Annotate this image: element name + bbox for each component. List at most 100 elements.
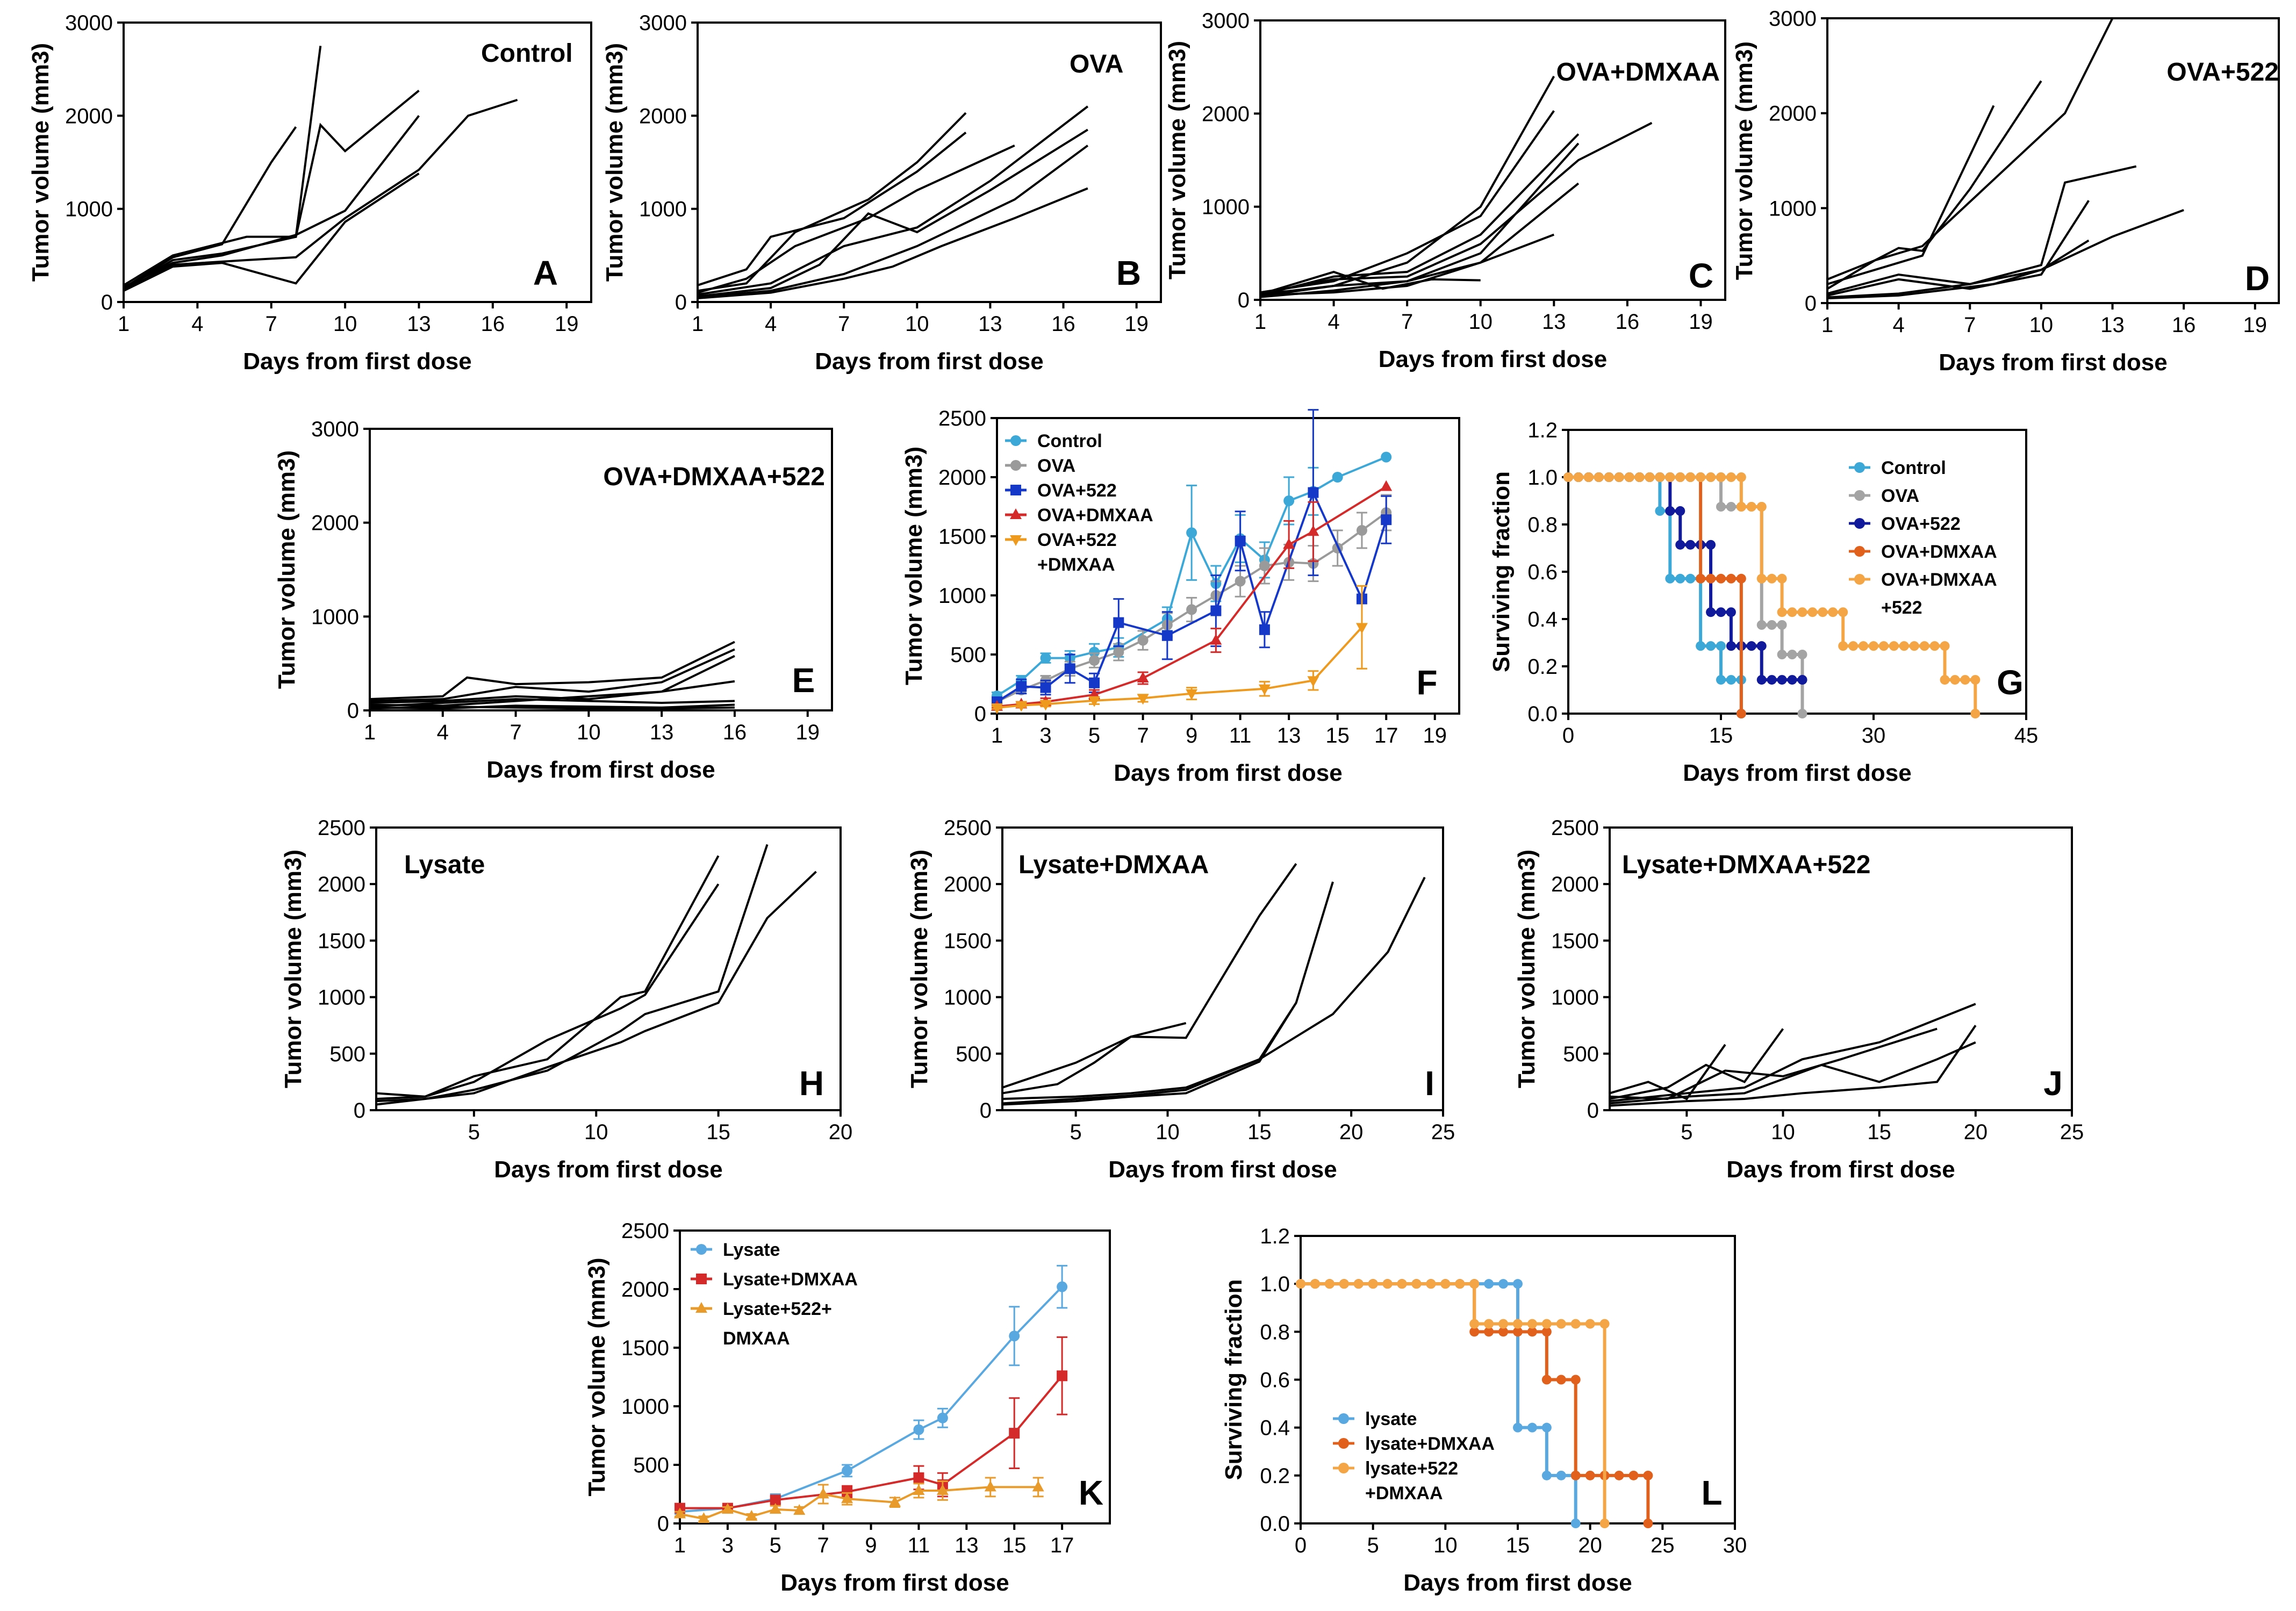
data-point	[1355, 623, 1368, 634]
x-tick-label: 7	[1137, 724, 1149, 747]
y-tick-label: 1.0	[1527, 466, 1558, 490]
legend-label: Control	[1881, 458, 1946, 478]
survival-marker	[1324, 1279, 1334, 1289]
survival-marker	[1736, 573, 1746, 584]
survival-marker	[1368, 1279, 1378, 1289]
legend-swatch-marker	[1338, 1413, 1349, 1424]
x-tick-label: 7	[1964, 313, 1976, 337]
survival-marker	[1716, 472, 1726, 482]
x-tick-label: 10	[333, 312, 357, 336]
x-tick-label: 7	[510, 721, 521, 744]
legend-swatch-marker	[1010, 508, 1022, 519]
data-point	[1210, 605, 1222, 616]
tumor-growth-line	[1609, 1003, 1976, 1103]
data-point	[770, 1494, 781, 1506]
survival-marker	[1777, 620, 1787, 630]
tumor-growth-line	[1827, 200, 2090, 297]
survival-marker	[1513, 1319, 1523, 1329]
y-tick-label: 0.0	[1260, 1512, 1290, 1536]
x-tick-label: 15	[706, 1120, 730, 1144]
data-point	[1057, 1281, 1068, 1292]
survival-marker	[1746, 502, 1756, 512]
tumor-growth-line	[123, 98, 518, 291]
plot-frame	[679, 1229, 1111, 1524]
data-point	[1283, 538, 1295, 549]
panel-c: 0 1000 2000 3000 1 4 7 10 13 16 19 Days from first …	[1164, 9, 1726, 372]
legend-swatch-marker	[696, 1244, 707, 1255]
x-tick-label: 1	[1821, 313, 1833, 337]
data-point	[1186, 689, 1198, 700]
data-point	[1137, 635, 1149, 646]
plot-frame	[1001, 826, 1444, 1111]
legend-label: OVA+DMXAA +522	[1881, 570, 1997, 618]
survival-marker	[1339, 1279, 1349, 1289]
y-tick-label: 2500	[938, 407, 986, 430]
survival-marker	[1655, 506, 1665, 516]
panel-letter: E	[792, 661, 815, 700]
tumor-growth-line	[376, 855, 720, 1098]
survival-marker	[1628, 1470, 1639, 1480]
y-tick-label: 3000	[311, 418, 359, 441]
survival-marker	[1310, 1279, 1320, 1289]
tumor-growth-line	[376, 871, 817, 1103]
data-point	[1186, 527, 1197, 538]
x-tick-label: 17	[1050, 1534, 1074, 1557]
y-tick-label: 1.2	[1260, 1225, 1290, 1248]
x-tick-label: 19	[795, 721, 820, 744]
plot-frame	[996, 417, 1460, 715]
tumor-growth-line	[1002, 1022, 1187, 1089]
survival-marker	[1469, 1327, 1480, 1337]
survival-marker	[1787, 650, 1797, 659]
x-tick-label: 20	[829, 1120, 853, 1144]
tumor-growth-line	[1260, 121, 1653, 294]
tumor-growth-line	[376, 844, 769, 1106]
survival-marker	[1736, 502, 1746, 512]
survival-marker	[1818, 607, 1828, 617]
survival-marker	[1940, 641, 1950, 651]
data-point	[817, 1487, 829, 1499]
y-tick-label: 2500	[944, 816, 992, 840]
legend-label: lysate+522 +DMXAA	[1365, 1458, 1458, 1504]
x-tick-label: 1	[364, 721, 376, 744]
survival-marker	[1614, 1470, 1624, 1480]
legend-swatch-marker	[1010, 435, 1021, 446]
data-point	[913, 1424, 924, 1435]
survival-marker	[1594, 472, 1604, 482]
data-point	[1258, 684, 1271, 695]
survival-marker	[1570, 1375, 1581, 1385]
y-tick-label: 2000	[944, 873, 992, 896]
tumor-growth-line	[697, 145, 1089, 299]
survival-marker	[1909, 641, 1919, 651]
survival-marker	[1527, 1319, 1537, 1329]
survival-marker	[1570, 1519, 1581, 1528]
y-tick-label: 0.0	[1527, 702, 1558, 726]
y-axis-title: Tumor volume (mm3)	[274, 450, 300, 689]
x-tick-label: 10	[1433, 1534, 1458, 1557]
plot-frame	[375, 826, 842, 1111]
panel-i: 0 500 1000 1500 2000 2500 5 10 15 20 25 Days from f…	[906, 816, 1455, 1183]
tumor-growth-line	[123, 172, 420, 292]
survival-marker	[1838, 641, 1848, 651]
x-axis-title: Days from first dose	[1683, 760, 1911, 786]
data-point	[745, 1509, 758, 1521]
y-tick-label: 0	[1587, 1099, 1599, 1123]
survival-marker	[1513, 1327, 1523, 1337]
data-point	[1161, 630, 1173, 641]
survival-marker	[1455, 1279, 1465, 1289]
survival-marker	[1585, 1319, 1595, 1329]
survival-marker	[1797, 675, 1807, 685]
y-tick-label: 1000	[311, 605, 359, 629]
x-tick-label: 10	[1468, 310, 1493, 334]
tumor-growth-line	[369, 680, 735, 707]
legend-label: Control	[1037, 431, 1102, 451]
survival-marker	[1960, 675, 1970, 685]
survival-marker	[1469, 1279, 1480, 1289]
panel-title: OVA+DMXAA+522	[603, 463, 825, 491]
x-tick-label: 25	[1651, 1534, 1675, 1557]
panel-g: 0.0 0.2 0.4 0.6 0.8 1.0 1.2 0 15 30 45 Days from fi…	[1488, 419, 2038, 786]
panel-title: OVA+522	[2166, 58, 2279, 87]
survival-marker	[1573, 472, 1583, 482]
survival-marker	[1583, 472, 1594, 482]
y-axis-title: Tumor volume (mm3)	[1513, 850, 1540, 1088]
